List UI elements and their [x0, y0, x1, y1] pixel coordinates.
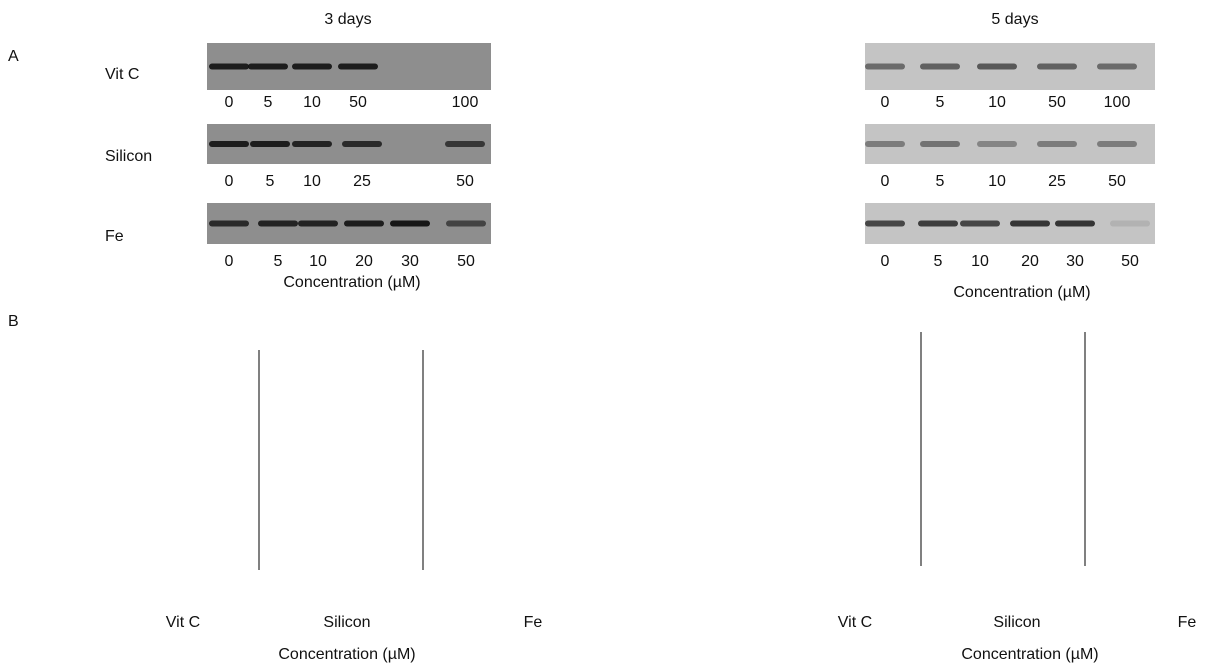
row-label: Fe — [105, 228, 124, 245]
lane-label: 100 — [452, 94, 479, 111]
band — [445, 141, 485, 147]
lane-label: 5 — [934, 253, 943, 270]
lane-label: 25 — [353, 173, 371, 190]
band — [918, 221, 958, 227]
lane-label: 10 — [988, 94, 1006, 111]
lane-label: 25 — [1048, 173, 1066, 190]
group-label: Fe — [524, 614, 543, 631]
band — [258, 221, 298, 227]
lane-label: 50 — [1108, 173, 1126, 190]
axis-label: Concentration (µM) — [278, 646, 415, 663]
axis-label: Concentration (µM) — [961, 646, 1098, 663]
lane-label: 0 — [881, 94, 890, 111]
lane-label: 5 — [264, 94, 273, 111]
band — [338, 64, 378, 70]
lane-label: 10 — [309, 253, 327, 270]
lane-label: 0 — [225, 173, 234, 190]
band — [977, 64, 1017, 70]
band — [209, 221, 249, 227]
lane-label: 20 — [355, 253, 373, 270]
band — [209, 64, 249, 70]
lane-label: 20 — [1021, 253, 1039, 270]
lane-label: 10 — [303, 94, 321, 111]
lane-label: 30 — [401, 253, 419, 270]
lane-label: 5 — [936, 94, 945, 111]
band — [250, 141, 290, 147]
lane-label: 50 — [456, 173, 474, 190]
lane-label: 50 — [1121, 253, 1139, 270]
band — [344, 221, 384, 227]
lane-label: 50 — [457, 253, 475, 270]
panel-label: B — [8, 313, 19, 330]
band — [1037, 141, 1077, 147]
band — [446, 221, 486, 227]
band — [209, 141, 249, 147]
group-label: Silicon — [323, 614, 370, 631]
band — [1037, 64, 1077, 70]
band — [1010, 221, 1050, 227]
lane-label: 10 — [303, 173, 321, 190]
group-label: Fe — [1178, 614, 1197, 631]
band — [292, 64, 332, 70]
band — [960, 221, 1000, 227]
lane-label: 0 — [881, 253, 890, 270]
band — [342, 141, 382, 147]
lane-label: 0 — [881, 173, 890, 190]
row-label: Vit C — [105, 66, 139, 83]
band — [977, 141, 1017, 147]
lane-label: 10 — [988, 173, 1006, 190]
lane-label: 0 — [225, 253, 234, 270]
band — [865, 141, 905, 147]
band — [248, 64, 288, 70]
lane-label: 50 — [349, 94, 367, 111]
column-title: 3 days — [324, 11, 371, 28]
band — [920, 141, 960, 147]
band — [920, 64, 960, 70]
band — [1055, 221, 1095, 227]
lane-label: 5 — [936, 173, 945, 190]
lane-label: 100 — [1104, 94, 1131, 111]
axis-label: Concentration (µM) — [953, 284, 1090, 301]
band — [292, 141, 332, 147]
group-label: Vit C — [838, 614, 872, 631]
axis-label: Concentration (µM) — [283, 274, 420, 291]
row-label: Silicon — [105, 148, 152, 165]
band — [865, 64, 905, 70]
band — [298, 221, 338, 227]
band — [1097, 141, 1137, 147]
band — [1097, 64, 1137, 70]
lane-label: 10 — [971, 253, 989, 270]
figure: A B 3 daysVit C051050100Silicon05102550F… — [0, 0, 1205, 668]
lane-label: 30 — [1066, 253, 1084, 270]
lane-label: 5 — [274, 253, 283, 270]
band — [1110, 221, 1150, 227]
lane-label: 50 — [1048, 94, 1066, 111]
group-label: Vit C — [166, 614, 200, 631]
lane-label: 5 — [266, 173, 275, 190]
band — [865, 221, 905, 227]
band — [390, 221, 430, 227]
panel-label: A — [8, 48, 19, 65]
lane-label: 0 — [225, 94, 234, 111]
column-title: 5 days — [991, 11, 1038, 28]
group-label: Silicon — [993, 614, 1040, 631]
